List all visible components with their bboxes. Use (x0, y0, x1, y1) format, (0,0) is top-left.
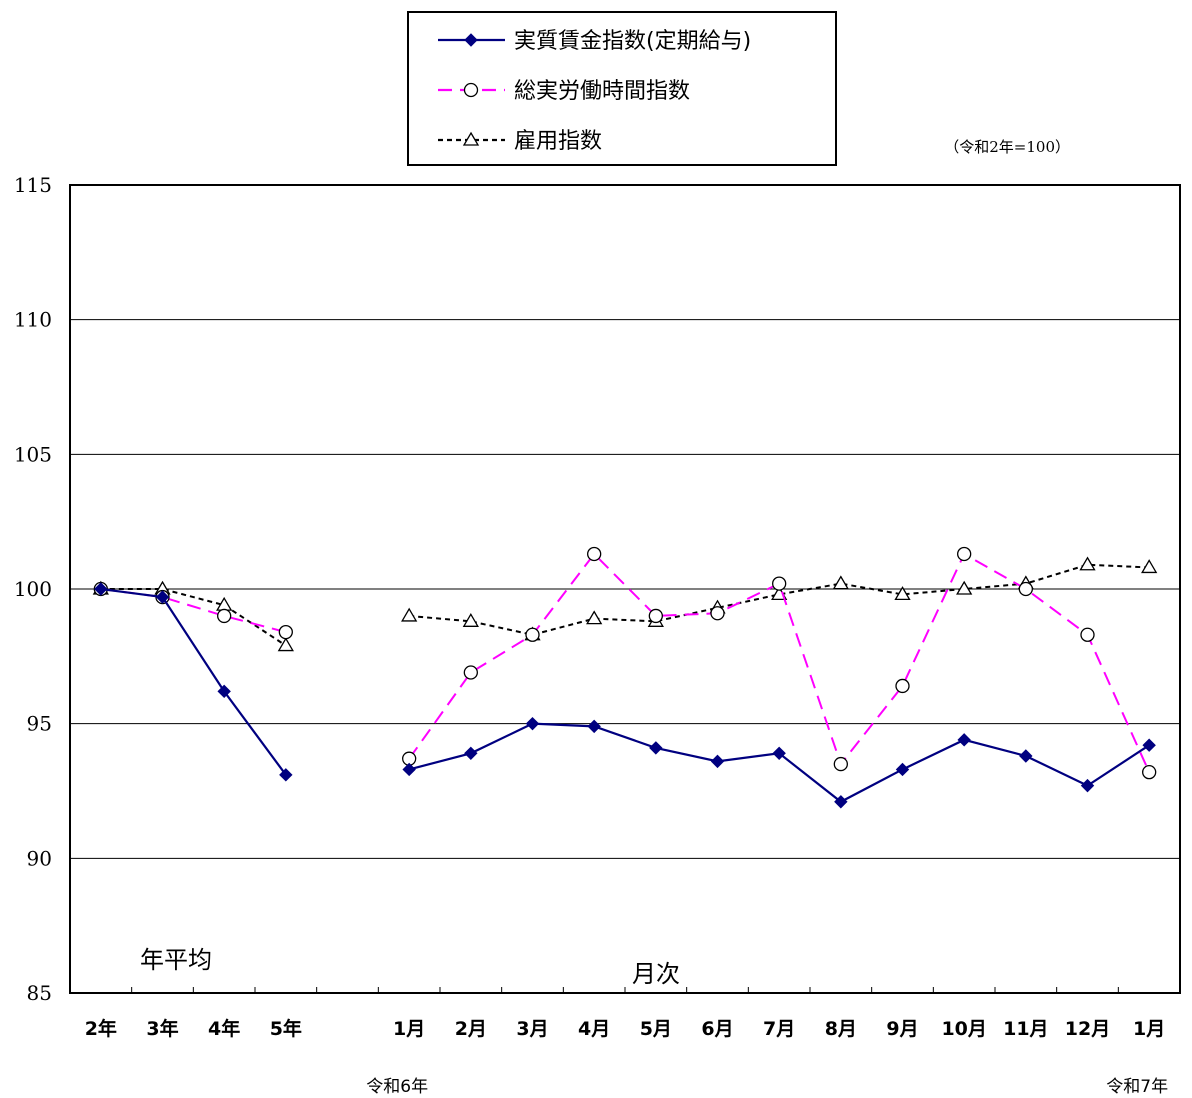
x-axis-ticks: 2年 3年 4年 5年 1月 2月 3月 4月 5月 6月 7月 8月 9月 10月 11月 12月 1月令和6… (85, 987, 1168, 1097)
x-tick-label: 2年 (85, 1017, 117, 1040)
data-point (278, 624, 293, 640)
data-point (1141, 559, 1158, 574)
data-point (1079, 556, 1096, 571)
data-point (464, 746, 478, 761)
data-point (1018, 581, 1033, 597)
x-tick-label: 11月 (1003, 1018, 1048, 1040)
x-tick-label: 6月 (701, 1018, 733, 1040)
legend-marker (463, 82, 479, 98)
data-point (587, 546, 602, 562)
data-point (586, 610, 603, 625)
y-tick-label: 115 (14, 173, 52, 197)
legend-box (407, 11, 837, 166)
data-point (463, 665, 478, 680)
data-point (277, 637, 294, 652)
data-point (402, 762, 416, 777)
data-point (833, 756, 848, 772)
x-tick-label: 3年 (146, 1017, 178, 1040)
data-point (832, 575, 849, 590)
data-point (895, 678, 910, 694)
legend-label: 実質賃金指数(定期給与) (514, 29, 751, 54)
data-point (1142, 764, 1157, 780)
data-point (587, 719, 601, 734)
x-tick-label: 2月 (455, 1018, 487, 1040)
x-tick-label: 3月 (516, 1018, 548, 1040)
series-group (93, 546, 1157, 780)
grid-lines (70, 319, 1180, 859)
data-point (957, 546, 972, 562)
legend-item: 雇用指数 (438, 129, 602, 154)
x-tick-label: 9月 (886, 1018, 918, 1040)
data-point (648, 608, 663, 624)
data-point (525, 716, 540, 731)
legend-item: 総実労働時間指数 (438, 79, 690, 104)
y-tick-label: 85 (27, 981, 52, 1005)
data-point (525, 627, 540, 642)
data-point (710, 606, 725, 621)
data-point (772, 576, 787, 591)
annual-annotation: 年平均 (140, 946, 212, 974)
series-line (408, 722, 1150, 804)
legend-marker (462, 131, 480, 146)
legend-marker (464, 33, 478, 47)
data-point (279, 768, 293, 782)
y-tick-label: 95 (27, 712, 52, 736)
data-point (1142, 738, 1156, 752)
x-tick-label: 7月 (763, 1018, 795, 1040)
legend-item: 実質賃金指数(定期給与) (438, 29, 751, 54)
y-tick-label: 100 (14, 577, 52, 601)
data-point (894, 586, 911, 601)
series-line (100, 587, 287, 776)
x-tick-label: 4月 (578, 1018, 610, 1040)
era-label: 令和7年 (1106, 1077, 1168, 1097)
series-layer (92, 546, 1158, 809)
series-line (100, 588, 287, 647)
data-point (710, 754, 725, 769)
x-tick-label: 1月 (1133, 1018, 1165, 1040)
y-tick-label: 90 (27, 846, 52, 870)
data-point (1080, 778, 1095, 793)
data-point (1019, 749, 1033, 763)
x-tick-label: 5月 (640, 1018, 672, 1040)
x-tick-label: 12月 (1065, 1018, 1110, 1040)
series-line (100, 588, 287, 634)
x-tick-label: 10月 (941, 1018, 986, 1040)
data-point (1080, 627, 1095, 642)
y-axis-ticks: 85 90 95 100 105 110 115 (14, 173, 52, 1005)
data-point (94, 582, 108, 596)
y-tick-label: 110 (14, 308, 52, 332)
data-point (155, 590, 170, 604)
era-label: 令和6年 (366, 1077, 428, 1097)
y-tick-label: 105 (14, 442, 52, 466)
series-group (94, 582, 1156, 809)
data-point (956, 580, 973, 595)
data-point (401, 607, 418, 622)
data-point (772, 746, 786, 761)
data-point (895, 762, 910, 777)
data-point (957, 733, 971, 747)
monthly-annotation: 月次 (632, 960, 680, 988)
data-point (649, 741, 663, 755)
x-tick-label: 4年 (208, 1017, 240, 1040)
data-point (217, 684, 231, 699)
x-tick-label: 5年 (270, 1017, 302, 1040)
legend-label: 総実労働時間指数 (514, 79, 690, 104)
base-note: （令和2年=100） (944, 138, 1070, 156)
data-point (834, 795, 848, 809)
x-tick-label: 1月 (393, 1018, 425, 1040)
data-point (217, 608, 232, 624)
legend-label: 雇用指数 (514, 129, 602, 154)
data-point (462, 613, 479, 627)
plot-frame (69, 184, 1181, 994)
x-tick-label: 8月 (825, 1018, 857, 1040)
